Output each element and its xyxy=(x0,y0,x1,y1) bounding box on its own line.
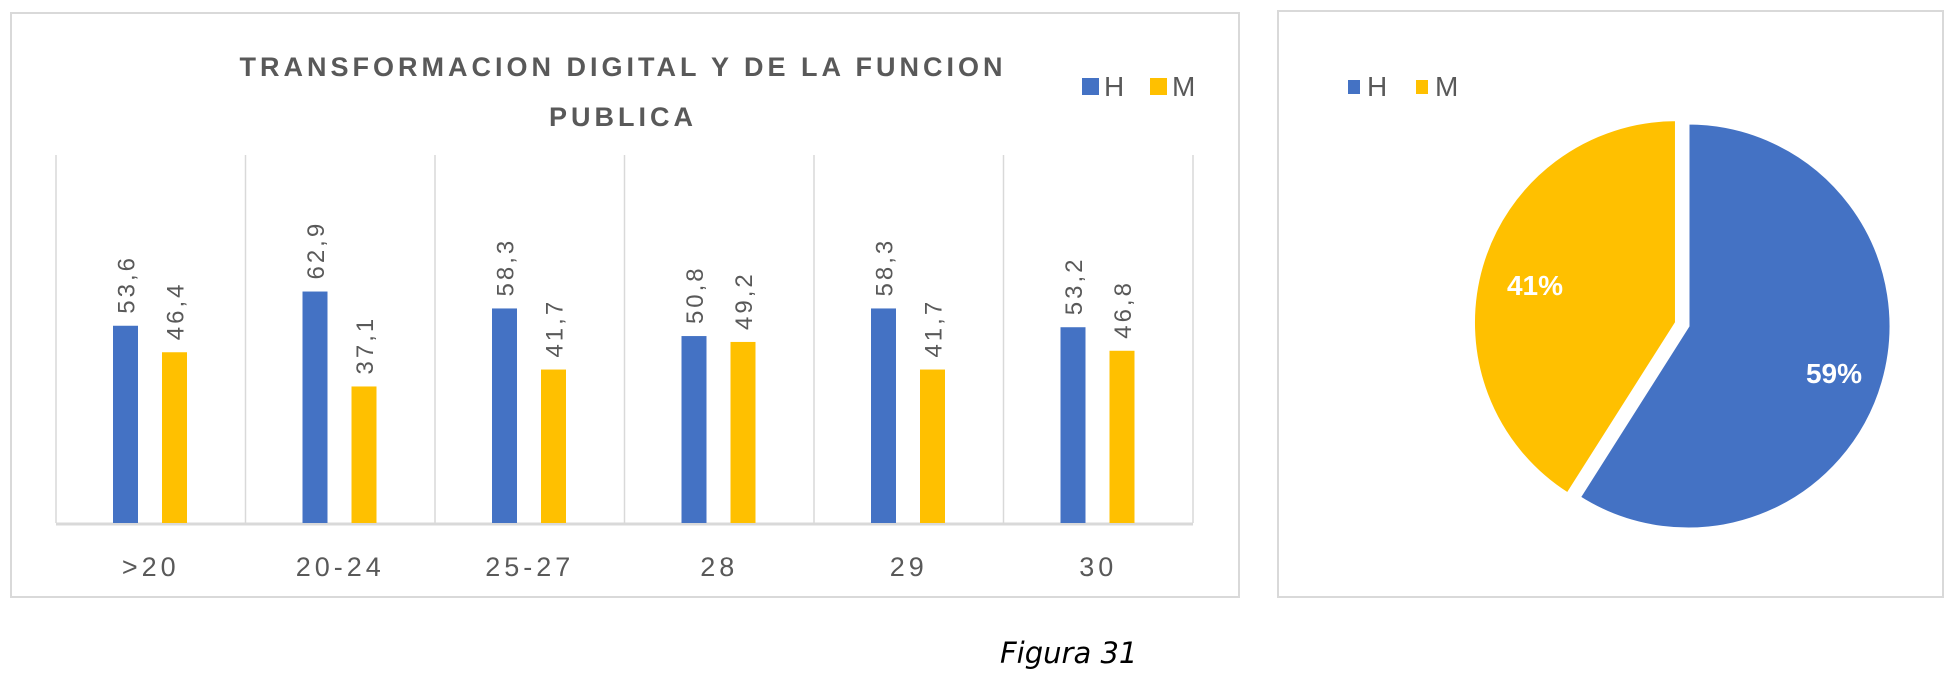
bar-H-28 xyxy=(681,336,707,523)
bar-H->20 xyxy=(113,325,138,523)
x-tick-label: 30 xyxy=(1079,552,1117,582)
pie-label-M: 41% xyxy=(1507,270,1563,301)
bar-M-29 xyxy=(920,369,945,523)
data-label: 53,6 xyxy=(114,255,141,314)
bar-M-20-24 xyxy=(351,386,377,523)
legend-swatch-M xyxy=(1150,78,1167,95)
data-label: 62,9 xyxy=(303,221,330,280)
x-tick-label: >20 xyxy=(122,552,180,582)
bar-chart-title-line-2: PUBLICA xyxy=(549,102,697,132)
x-tick-label: 29 xyxy=(890,552,928,582)
bar-M-30 xyxy=(1109,350,1135,523)
bar-H-25-27 xyxy=(492,308,517,523)
figure-caption: Figura 31 xyxy=(1000,636,1138,670)
bar-H-29 xyxy=(871,308,896,523)
data-label: 53,2 xyxy=(1061,257,1088,316)
data-label: 49,2 xyxy=(731,271,758,330)
pie-legend-swatch-M xyxy=(1416,80,1428,94)
data-label: 41,7 xyxy=(542,299,569,358)
pie-legend-label-H: H xyxy=(1367,71,1387,102)
data-label: 37,1 xyxy=(352,316,379,375)
bar-M-28 xyxy=(730,341,756,523)
data-label: 58,3 xyxy=(493,238,520,297)
x-tick-label: 28 xyxy=(700,552,738,582)
bar-H-30 xyxy=(1060,327,1086,523)
legend-swatch-H xyxy=(1082,78,1099,95)
bar-M-25-27 xyxy=(541,369,566,523)
bar-M->20 xyxy=(162,352,187,523)
bar-H-20-24 xyxy=(302,291,328,523)
data-label: 50,8 xyxy=(682,265,709,324)
legend-label-H: H xyxy=(1104,71,1124,102)
pie-slice-H xyxy=(1577,121,1893,531)
data-label: 41,7 xyxy=(921,299,948,358)
x-tick-label: 20-24 xyxy=(296,552,385,582)
data-label: 58,3 xyxy=(872,238,899,297)
pie-legend-label-M: M xyxy=(1435,71,1458,102)
bar-chart-title-line-1: TRANSFORMACION DIGITAL Y DE LA FUNCION xyxy=(239,52,1006,82)
pie-legend-swatch-H xyxy=(1348,80,1360,94)
pie-slice-M xyxy=(1472,118,1678,497)
pie-label-H: 59% xyxy=(1806,358,1862,389)
data-label: 46,4 xyxy=(163,282,190,341)
legend-label-M: M xyxy=(1172,71,1195,102)
x-tick-label: 25-27 xyxy=(485,552,574,582)
data-label: 46,8 xyxy=(1110,280,1137,339)
